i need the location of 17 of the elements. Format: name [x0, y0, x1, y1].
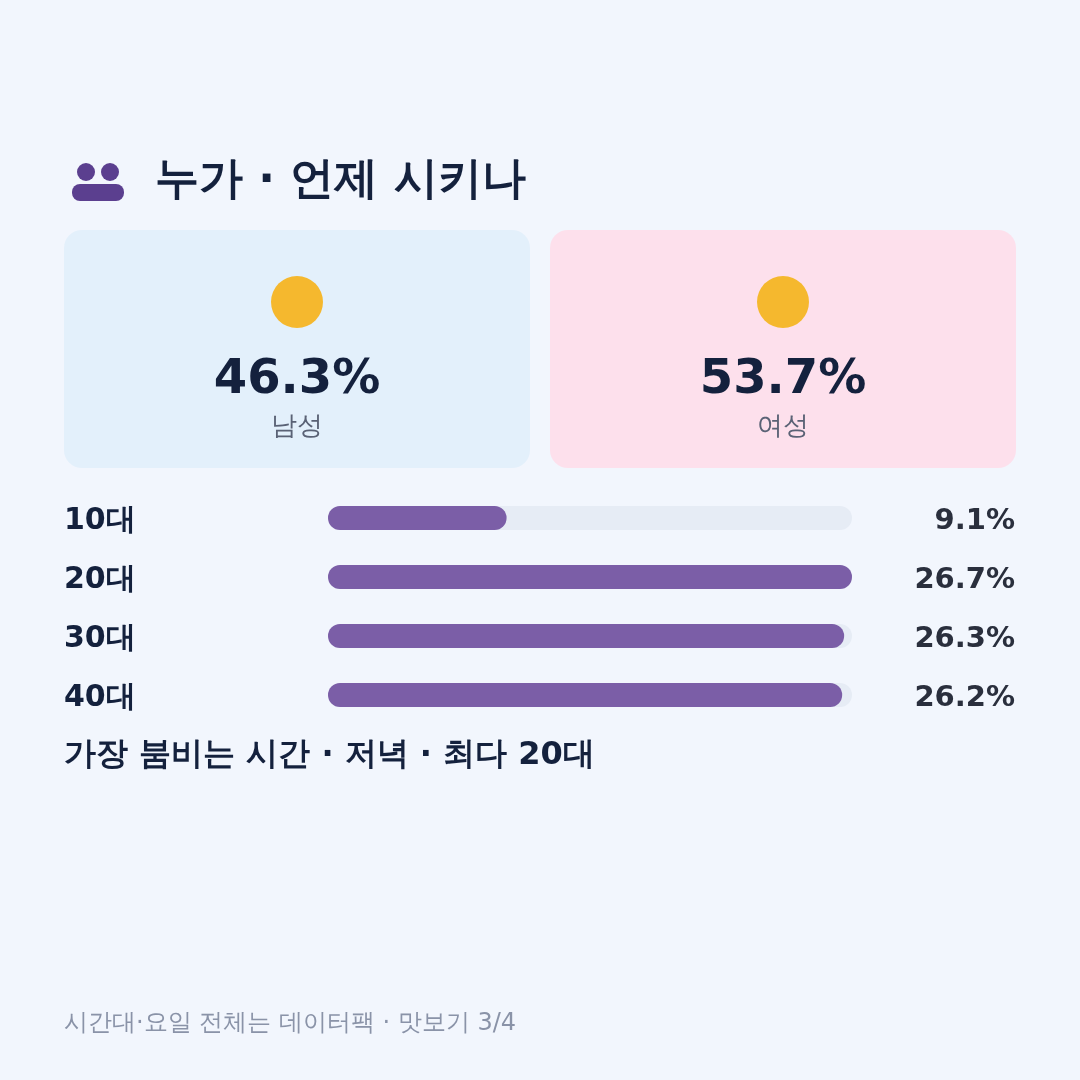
text: 누가 · 언제 시키나 [155, 152, 526, 203]
data-label: 53.7% [699, 348, 867, 404]
data-label: 46.3% [213, 348, 381, 404]
category-label: 여성 [757, 410, 809, 440]
text: 가장 붐비는 시간 · 저녁 · 최다 20대 [64, 734, 595, 772]
bar [328, 624, 845, 648]
y-tick-label: 10대 [64, 501, 136, 536]
text: 시간대·요일 전체는 데이터팩 · 맛보기 3/4 [64, 1008, 517, 1036]
y-tick-label: 30대 [64, 619, 136, 654]
data-label: 26.2% [914, 679, 1015, 713]
data-label: 26.7% [914, 561, 1015, 595]
bar [328, 683, 843, 707]
data-label: 9.1% [934, 502, 1015, 536]
data-label: 26.3% [914, 620, 1015, 654]
y-tick-label: 40대 [64, 678, 136, 713]
category-label: 남성 [271, 410, 323, 440]
y-tick-label: 20대 [64, 560, 136, 595]
